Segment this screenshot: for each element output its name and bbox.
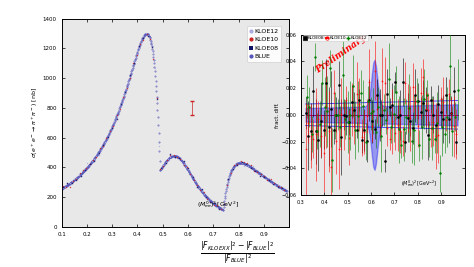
Y-axis label: fract. diff.: fract. diff. — [275, 102, 280, 128]
Text: $(M_{\pi\pi}^0)^2\,[\mathrm{GeV}^{-2}]$: $(M_{\pi\pi}^0)^2\,[\mathrm{GeV}^{-2}]$ — [401, 178, 437, 189]
Text: $(M_{\pi\pi}^0)^2\,[\mathrm{GeV}^2]$: $(M_{\pi\pi}^0)^2\,[\mathrm{GeV}^2]$ — [197, 199, 239, 210]
Text: Preliminary: Preliminary — [314, 33, 368, 75]
Y-axis label: $\sigma(e^+e^- \to \pi^+\pi^-)$ [nb]: $\sigma(e^+e^- \to \pi^+\pi^-)$ [nb] — [30, 87, 40, 158]
Legend: KLOE12, KLOE10, KLOE08, BLUE: KLOE12, KLOE10, KLOE08, BLUE — [247, 26, 282, 62]
Text: $\frac{|F_{KLOEXX}|^2-|F_{BLUE}|^2}{|F_{BLUE}|^2}$: $\frac{|F_{KLOEXX}|^2-|F_{BLUE}|^2}{|F_{… — [200, 240, 274, 266]
Legend: KLOE08, KLOE10, KLOE12: KLOE08, KLOE10, KLOE12 — [303, 35, 368, 41]
